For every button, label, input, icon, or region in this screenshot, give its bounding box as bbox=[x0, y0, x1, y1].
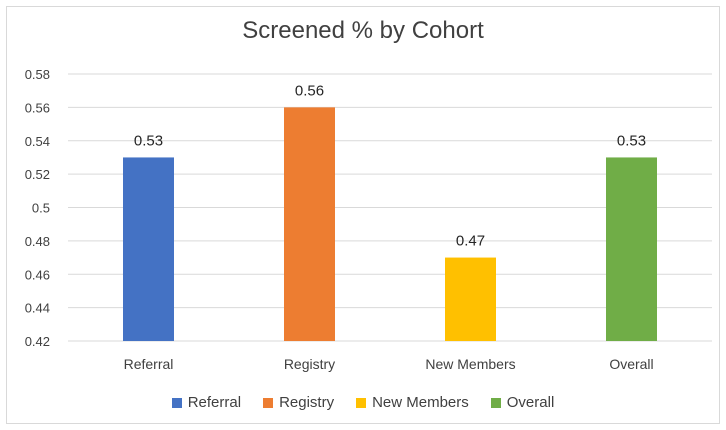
legend-swatch-overall bbox=[490, 397, 501, 408]
y-tick-label: 0.58 bbox=[25, 67, 50, 82]
data-label: 0.47 bbox=[456, 233, 485, 250]
legend-label-overall: Overall bbox=[506, 394, 555, 411]
legend-swatch-new-members bbox=[356, 397, 367, 408]
chart-title: Screened % by Cohort bbox=[242, 17, 484, 44]
y-tick-label: 0.56 bbox=[25, 100, 50, 115]
x-category-label: New Members bbox=[425, 356, 515, 372]
y-tick-label: 0.44 bbox=[25, 301, 50, 316]
bar bbox=[123, 157, 174, 341]
bar bbox=[606, 157, 657, 341]
data-label: 0.53 bbox=[134, 132, 163, 149]
y-tick-label: 0.5 bbox=[32, 201, 50, 216]
legend-swatch-registry bbox=[263, 397, 274, 408]
y-tick-label: 0.54 bbox=[25, 134, 50, 149]
legend-item-new-members: New Members bbox=[356, 394, 469, 411]
data-label: 0.56 bbox=[295, 82, 324, 99]
y-tick-label: 0.42 bbox=[25, 334, 50, 349]
x-category-label: Referral bbox=[124, 356, 174, 372]
legend-item-overall: Overall bbox=[490, 394, 555, 411]
legend-item-registry: Registry bbox=[263, 394, 334, 411]
chart-legend: Referral Registry New Members Overall bbox=[0, 394, 726, 411]
legend-swatch-referral bbox=[171, 397, 182, 408]
bar bbox=[445, 257, 496, 341]
bar bbox=[284, 107, 335, 341]
legend-label-new-members: New Members bbox=[372, 394, 469, 411]
y-tick-label: 0.48 bbox=[25, 234, 50, 249]
legend-item-referral: Referral bbox=[171, 394, 242, 411]
x-category-label: Overall bbox=[609, 356, 653, 372]
legend-label-registry: Registry bbox=[279, 394, 335, 411]
legend-label-referral: Referral bbox=[187, 394, 242, 411]
y-tick-label: 0.46 bbox=[25, 267, 50, 282]
data-label: 0.53 bbox=[617, 132, 646, 149]
y-tick-label: 0.52 bbox=[25, 167, 50, 182]
x-category-label: Registry bbox=[284, 356, 335, 372]
